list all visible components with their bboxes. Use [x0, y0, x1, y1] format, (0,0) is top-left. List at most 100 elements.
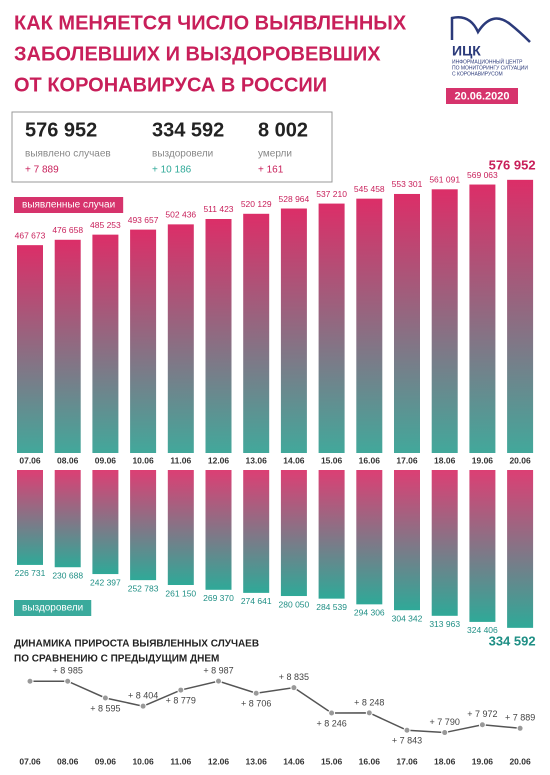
bar — [54, 239, 81, 453]
x-tick-label: 14.06 — [283, 455, 305, 465]
bar — [243, 470, 270, 593]
logo-line: ПО МОНИТОРИНГУ СИТУАЦИИ — [452, 65, 528, 71]
x-tick-label: 15.06 — [321, 756, 343, 766]
value-label: 313 963 — [429, 619, 460, 629]
point — [516, 724, 524, 732]
bar — [167, 224, 194, 453]
title-line: ОТ КОРОНАВИРУСА В РОССИИ — [14, 74, 327, 96]
point — [403, 726, 411, 734]
value-label: 294 306 — [354, 608, 385, 618]
x-tick-label: 08.06 — [57, 455, 79, 465]
bar — [92, 234, 119, 453]
x-tick-label: 17.06 — [396, 756, 418, 766]
value-label: + 8 246 — [316, 718, 346, 728]
value-label: 284 539 — [316, 602, 347, 612]
value-label: 553 301 — [392, 179, 423, 189]
stat-delta: + 10 186 — [152, 165, 192, 176]
bar — [167, 470, 194, 586]
value-label: 520 129 — [241, 199, 272, 209]
value-label: + 8 985 — [53, 666, 83, 676]
value-label: + 8 987 — [203, 666, 233, 676]
logo-line: ИНФОРМАЦИОННЫЙ ЦЕНТР — [452, 57, 523, 65]
point — [290, 684, 298, 692]
series-label-box — [14, 600, 92, 616]
value-label: 304 342 — [392, 613, 423, 623]
bar — [507, 470, 534, 628]
value-label: 537 210 — [316, 189, 347, 199]
value-label: 230 688 — [52, 570, 83, 580]
value-label: + 7 790 — [430, 717, 460, 727]
x-tick-label: 08.06 — [57, 756, 79, 766]
value-label: + 8 835 — [279, 672, 309, 682]
value-label: 280 050 — [279, 599, 310, 609]
x-tick-label: 12.06 — [208, 455, 230, 465]
bar — [394, 470, 420, 611]
value-label: + 8 404 — [128, 691, 158, 701]
value-label: + 7 843 — [392, 736, 422, 746]
x-tick-label: 18.06 — [434, 455, 456, 465]
value-label: 511 423 — [203, 204, 233, 214]
bar — [17, 470, 43, 565]
x-tick-label: 16.06 — [359, 455, 381, 465]
bar — [469, 470, 496, 622]
x-tick-label: 12.06 — [208, 756, 230, 766]
bar — [243, 213, 270, 453]
bar — [280, 470, 307, 597]
value-label: 261 150 — [165, 588, 196, 598]
x-tick-label: 07.06 — [19, 455, 41, 465]
x-tick-label: 17.06 — [396, 455, 418, 465]
bar — [507, 179, 534, 453]
value-label: 242 397 — [90, 577, 121, 587]
x-tick-label: 19.06 — [472, 756, 494, 766]
title-line: ЗАБОЛЕВШИХ И ВЫЗДОРОВЕВШИХ — [14, 43, 381, 65]
x-tick-label: 09.06 — [95, 455, 117, 465]
bar — [318, 470, 345, 599]
value-label: 324 406 — [467, 625, 498, 635]
point — [64, 677, 72, 685]
x-tick-label: 20.06 — [509, 756, 531, 766]
x-tick-label: 11.06 — [170, 455, 191, 465]
x-tick-label: 13.06 — [246, 756, 268, 766]
bar — [469, 184, 496, 453]
stat-delta: + 161 — [258, 165, 284, 176]
stats-box — [11, 111, 333, 183]
x-tick-label: 14.06 — [283, 756, 305, 766]
chart-subtitle: ПО СРАВНЕНИЮ С ПРЕДЫДУЩИМ ДНЕМ — [14, 654, 219, 665]
value-label: + 8 779 — [166, 695, 196, 705]
logo-line: С КОРОНАВИРУСОМ — [452, 71, 503, 77]
stats: 576 952 выявлено случаев + 7 889 334 592… — [11, 111, 333, 183]
value-label: 476 658 — [52, 225, 83, 235]
bar — [17, 245, 43, 453]
bar — [431, 470, 458, 616]
bar — [356, 470, 383, 605]
x-tick-label: 11.06 — [170, 756, 191, 766]
point — [478, 721, 486, 729]
x-tick-label: 18.06 — [434, 756, 456, 766]
value-label: + 7 972 — [467, 709, 497, 719]
x-tick-label: 19.06 — [472, 455, 494, 465]
stat-label: выздоровели — [152, 149, 213, 160]
point — [365, 709, 373, 717]
bar — [205, 218, 232, 453]
stat-label: выявлено случаев — [25, 149, 111, 160]
logo-wave — [450, 16, 531, 43]
value-label: 269 370 — [203, 593, 234, 603]
x-tick-label: 20.06 — [509, 455, 531, 465]
bar — [394, 193, 420, 453]
series-label: выздоровели — [22, 603, 83, 614]
value-label: 226 731 — [15, 568, 46, 578]
value-label: 561 091 — [429, 175, 460, 185]
series-label: выявленные случаи — [22, 200, 115, 211]
point — [101, 694, 109, 702]
logo: ИЦК — [452, 43, 481, 59]
value-label: + 7 889 — [505, 713, 535, 723]
series-label-box — [14, 197, 124, 213]
header: КАК МЕНЯЕТСЯ ЧИСЛО ВЫЯВЛЕННЫХ ЗАБОЛЕВШИХ… — [14, 12, 531, 104]
x-tick-label: 10.06 — [132, 756, 154, 766]
x-tick-label: 13.06 — [246, 455, 268, 465]
bar — [280, 208, 307, 453]
stat-value: 8 002 — [258, 119, 308, 141]
bar — [205, 470, 232, 590]
stat-value: 576 952 — [25, 119, 97, 141]
value-label: 502 436 — [165, 210, 196, 220]
